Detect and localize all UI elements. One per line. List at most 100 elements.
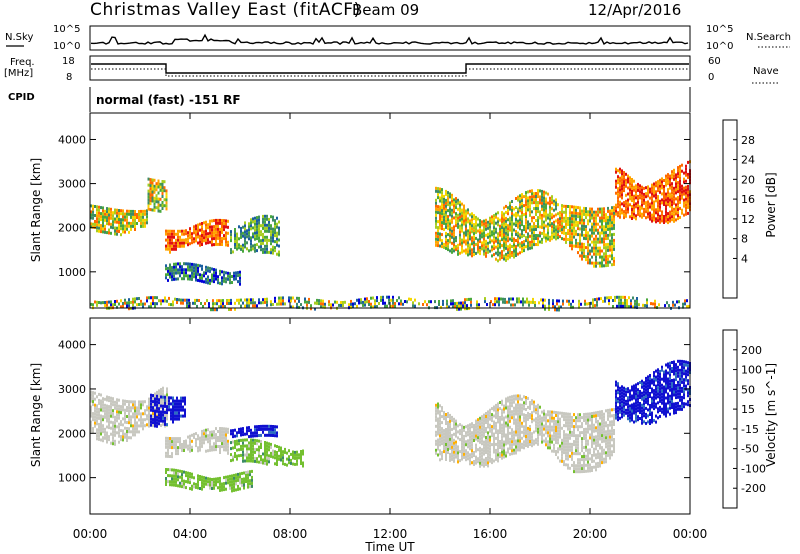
echo-cell (258, 460, 260, 464)
echo-cell (517, 430, 519, 434)
echo-cell (250, 224, 252, 228)
echo-cell (443, 438, 445, 442)
echo-cell (453, 453, 455, 457)
echo-cell (223, 436, 225, 440)
echo-cell (525, 230, 527, 234)
echo-cell (238, 225, 240, 229)
echo-cell (92, 216, 94, 220)
echo-cell (96, 395, 98, 399)
echo-cell (541, 216, 543, 220)
echo-cell (509, 413, 511, 417)
echo-cell (453, 228, 455, 232)
echo-cell (167, 241, 169, 245)
echo-cell (189, 265, 191, 269)
echo-cell (276, 457, 278, 460)
echo-cell (507, 230, 509, 234)
echo-cell (124, 298, 126, 302)
echo-cell (465, 224, 467, 228)
echo-cell (469, 228, 471, 232)
echo-cell (517, 409, 519, 413)
echo-cell (617, 193, 619, 197)
echo-cell (163, 180, 166, 184)
echo-cell (469, 426, 471, 430)
echo-cell (547, 446, 549, 450)
echo-cell (530, 300, 532, 304)
echo-cell (201, 225, 203, 228)
echo-cell (238, 448, 240, 452)
echo-cell (244, 298, 246, 302)
echo-cell (511, 212, 513, 215)
echo-cell (195, 263, 197, 267)
echo-cell (211, 273, 213, 277)
echo-cell (641, 200, 643, 204)
echo-cell (146, 296, 148, 300)
echo-cell (248, 237, 250, 241)
echo-cell (525, 212, 527, 216)
echo-cell (276, 222, 278, 226)
echo-cell (183, 449, 185, 452)
nsky-strip (89, 25, 691, 51)
echo-cell (238, 454, 240, 458)
echo-cell (605, 213, 607, 217)
echo-cell (634, 299, 636, 303)
echo-cell (94, 409, 96, 413)
echo-cell (531, 225, 533, 229)
echo-cell (634, 305, 636, 309)
echo-cell (178, 405, 180, 409)
echo-cell (507, 251, 509, 255)
echo-cell (487, 434, 489, 438)
echo-cell (543, 433, 545, 437)
echo-cell (207, 235, 209, 239)
echo-cell (673, 216, 675, 220)
echo-cell (142, 424, 144, 428)
echo-cell (191, 472, 193, 476)
echo-cell (545, 212, 547, 216)
echo-cell (449, 192, 451, 196)
echo-cell (635, 193, 637, 197)
echo-cell (521, 406, 523, 410)
echo-cell (503, 452, 505, 456)
echo-cell (652, 302, 654, 306)
echo-cell (505, 454, 507, 458)
echo-cell (157, 197, 160, 201)
echo-cell (601, 261, 603, 265)
echo-cell (227, 219, 229, 223)
echo-cell (454, 302, 456, 306)
echo-cell (481, 421, 483, 425)
echo-cell (167, 232, 169, 236)
echo-cell (671, 170, 673, 174)
echo-cell (180, 414, 182, 418)
echo-cell (213, 219, 215, 223)
echo-cell (489, 450, 491, 454)
echo-cell (116, 404, 118, 408)
echo-cell (547, 434, 549, 438)
echo-cell (559, 235, 561, 239)
echo-cell (471, 251, 473, 255)
echo-cell (527, 411, 529, 415)
echo-cell (209, 483, 211, 487)
echo-cell (215, 277, 217, 281)
echo-cell (254, 431, 256, 435)
echo-cell (165, 273, 167, 277)
echo-cell (581, 215, 583, 219)
echo-cell (142, 421, 144, 425)
echo-cell (195, 432, 197, 436)
echo-cell (578, 299, 580, 303)
echo-cell (184, 414, 186, 418)
echo-cell (118, 422, 120, 426)
echo-cell (270, 227, 272, 231)
echo-cell (617, 211, 619, 215)
echo-cell (453, 234, 455, 238)
echo-cell (587, 231, 589, 235)
echo-cell (250, 245, 252, 249)
echo-cell (227, 225, 229, 229)
echo-cell (437, 208, 439, 212)
echo-cell (193, 240, 195, 244)
echo-cell (559, 229, 561, 233)
echo-cell (342, 304, 344, 307)
echo-cell (152, 418, 154, 422)
echo-cell (481, 427, 483, 431)
echo-cell (156, 406, 158, 410)
echo-cell (126, 301, 128, 305)
echo-cell (166, 396, 168, 400)
